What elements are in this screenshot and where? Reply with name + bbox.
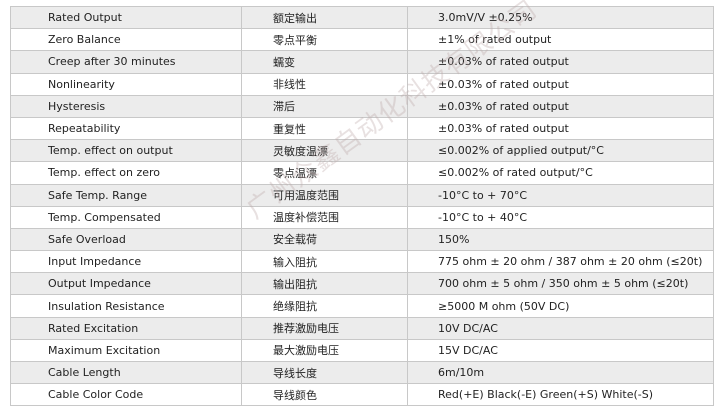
table-cell: 10V DC/AC [407, 316, 714, 340]
table-cell: -10°C to + 70°C [407, 183, 714, 207]
table-cell: -10°C to + 40°C [407, 205, 714, 229]
table-cell: 导线长度 [241, 360, 408, 385]
table-row: Nonlinearity 非线性 ±0.03% of rated output [10, 72, 714, 96]
table-cell: 绝缘阻抗 [241, 294, 408, 318]
table-cell: 15V DC/AC [407, 338, 714, 363]
table-cell: ±0.03% of rated output [407, 72, 714, 96]
table-cell: 150% [407, 227, 714, 252]
table-cell: 安全载荷 [241, 227, 408, 252]
table-cell: Rated Output [10, 5, 242, 30]
table-row: Temp. effect on zero 零点温漂 ≤0.002% of rated… [10, 161, 714, 185]
table-cell: 零点平衡 [241, 28, 408, 52]
table-body: Rated Output 额定输出 3.0mV/V ±0.25% Zero Balan… [10, 5, 714, 407]
table-cell: Repeatability [10, 116, 242, 141]
table-cell: 700 ohm ± 5 ohm / 350 ohm ± 5 ohm (≤20t) [407, 272, 714, 296]
table-cell: 非线性 [241, 72, 408, 96]
spec-table: Rated Output 额定输出 3.0mV/V ±0.25% Zero Balan… [10, 5, 714, 407]
table-row: Hysteresis 滞后 ±0.03% of rated output [10, 94, 714, 118]
table-cell: 输入阻抗 [241, 250, 408, 274]
table-cell: Temp. effect on zero [10, 161, 242, 185]
table-row: Rated Excitation 推荐激励电压 10V DC/AC [10, 316, 714, 340]
table-cell: Input Impedance [10, 250, 242, 274]
table-row: Output Impedance 输出阻抗 700 ohm ± 5 ohm / 35… [10, 272, 714, 296]
table-cell: 6m/10m [407, 360, 714, 385]
table-cell: Insulation Resistance [10, 294, 242, 318]
table-cell: Maximum Excitation [10, 338, 242, 363]
table-row: Temp. Compensated 温度补偿范围 -10°C to + 40°C [10, 205, 714, 229]
table-row: Repeatability 重复性 ±0.03% of rated output [10, 116, 714, 141]
table-cell: 蠕变 [241, 50, 408, 74]
table-cell: 775 ohm ± 20 ohm / 387 ohm ± 20 ohm (≤20… [407, 250, 714, 274]
table-cell: Zero Balance [10, 28, 242, 52]
table-cell: Red(+E) Black(-E) Green(+S) White(-S) [407, 383, 714, 407]
table-cell: Cable Length [10, 360, 242, 385]
table-row: Creep after 30 minutes 蠕变 ±0.03% of rated … [10, 50, 714, 74]
table-cell: Rated Excitation [10, 316, 242, 340]
table-cell: Output Impedance [10, 272, 242, 296]
table-cell: 可用温度范围 [241, 183, 408, 207]
table-cell: 零点温漂 [241, 161, 408, 185]
table-cell: 重复性 [241, 116, 408, 141]
table-row: Cable Color Code 导线颜色 Red(+E) Black(-E) Gr… [10, 383, 714, 407]
table-row: Maximum Excitation 最大激励电压 15V DC/AC [10, 338, 714, 363]
table-cell: ±0.03% of rated output [407, 94, 714, 118]
table-cell: ±1% of rated output [407, 28, 714, 52]
table-row: Safe Temp. Range 可用温度范围 -10°C to + 70°C [10, 183, 714, 207]
table-cell: Cable Color Code [10, 383, 242, 407]
table-cell: ≤0.002% of applied output/°C [407, 139, 714, 163]
table-row: Zero Balance 零点平衡 ±1% of rated output [10, 28, 714, 52]
table-cell: Creep after 30 minutes [10, 50, 242, 74]
table-row: Insulation Resistance 绝缘阻抗 ≥5000 M ohm (50… [10, 294, 714, 318]
table-cell: Temp. Compensated [10, 205, 242, 229]
table-row: Temp. effect on output 灵敏度温漂 ≤0.002% of ap… [10, 139, 714, 163]
table-cell: 导线颜色 [241, 383, 408, 407]
table-row: Rated Output 额定输出 3.0mV/V ±0.25% [10, 5, 714, 30]
table-cell: 温度补偿范围 [241, 205, 408, 229]
table-cell: Hysteresis [10, 94, 242, 118]
table-cell: 3.0mV/V ±0.25% [407, 5, 714, 30]
table-cell: ≥5000 M ohm (50V DC) [407, 294, 714, 318]
table-cell: ≤0.002% of rated output/°C [407, 161, 714, 185]
table-cell: Temp. effect on output [10, 139, 242, 163]
table-cell: ±0.03% of rated output [407, 116, 714, 141]
table-row: Input Impedance 输入阻抗 775 ohm ± 20 ohm / 38… [10, 250, 714, 274]
table-cell: 推荐激励电压 [241, 316, 408, 340]
table-cell: 最大激励电压 [241, 338, 408, 363]
table-row: Cable Length 导线长度 6m/10m [10, 360, 714, 385]
table-cell: ±0.03% of rated output [407, 50, 714, 74]
table-cell: 滞后 [241, 94, 408, 118]
table-cell: Safe Temp. Range [10, 183, 242, 207]
table-cell: 灵敏度温漂 [241, 139, 408, 163]
table-cell: Safe Overload [10, 227, 242, 252]
table-cell: Nonlinearity [10, 72, 242, 96]
table-cell: 输出阻抗 [241, 272, 408, 296]
table-row: Safe Overload 安全载荷 150% [10, 227, 714, 252]
table-cell: 额定输出 [241, 5, 408, 30]
